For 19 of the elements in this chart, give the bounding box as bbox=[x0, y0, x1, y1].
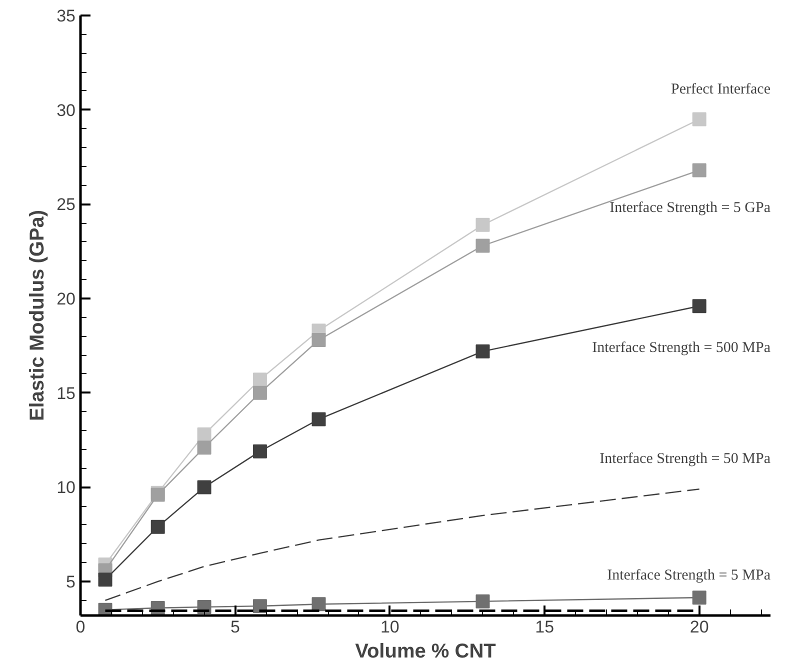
y-tick-label: 30 bbox=[56, 100, 76, 120]
y-axis-title: Elastic Modulus (GPa) bbox=[26, 210, 49, 422]
y-tick-label: 15 bbox=[56, 384, 76, 403]
series-label: Interface Strength = 5 GPa bbox=[610, 200, 771, 216]
series-label: Interface Strength = 500 MPa bbox=[592, 340, 771, 356]
x-tick-label: 5 bbox=[230, 618, 240, 636]
y-tick-label: 25 bbox=[56, 195, 76, 214]
x-tick-label: 20 bbox=[690, 618, 709, 636]
series-label: Interface Strength = 5 MPa bbox=[607, 568, 771, 584]
text: Interface Strength = 50 MPa bbox=[600, 451, 771, 468]
y-tick-label: 10 bbox=[56, 478, 76, 498]
x-tick-label: 0 bbox=[76, 618, 86, 636]
y-tick-label: 35 bbox=[56, 6, 76, 26]
x-tick-label: 15 bbox=[535, 618, 554, 636]
series-label: Perfect Interface bbox=[670, 81, 771, 98]
y-tick-label: 5 bbox=[66, 572, 76, 592]
y-tick-label: 20 bbox=[56, 290, 76, 309]
x-tick-label: 10 bbox=[380, 618, 400, 636]
x-axis-title: Volume % CNT bbox=[355, 640, 496, 662]
